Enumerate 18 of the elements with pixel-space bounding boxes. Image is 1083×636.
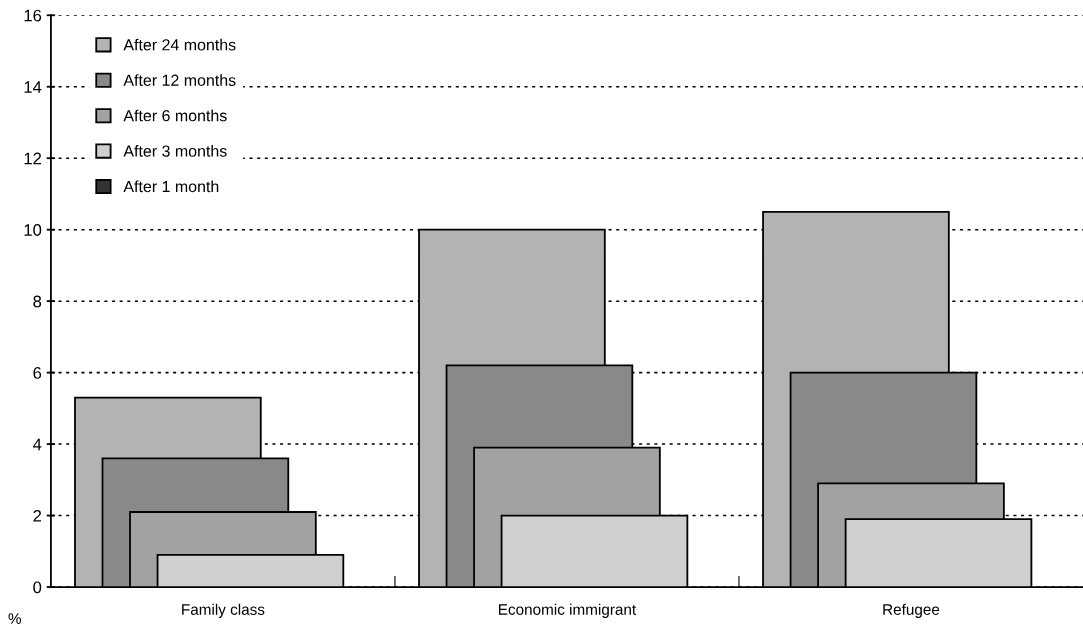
legend-label: After 3 months <box>123 145 227 157</box>
y-tick-label: 8 <box>33 295 42 308</box>
y-axis-title: % <box>8 613 22 624</box>
y-tick-label: 2 <box>33 509 42 522</box>
y-tick-label: 0 <box>33 581 42 594</box>
y-tick-label: 10 <box>24 224 42 236</box>
legend-label: After 24 months <box>123 38 236 51</box>
legend-label: After 6 months <box>123 109 227 122</box>
legend-label: After 12 months <box>123 74 236 86</box>
y-tick-label: 6 <box>33 367 42 379</box>
legend-label: After 1 month <box>123 180 219 193</box>
x-tick-label: Family class <box>182 603 265 618</box>
y-tick-label: 12 <box>24 152 42 165</box>
y-tick-label: 16 <box>24 9 42 22</box>
y-tick-label: 4 <box>32 438 42 451</box>
x-tick-label: Refugee <box>883 603 940 618</box>
x-tick-label: Economic immigrant <box>499 603 637 618</box>
y-tick-label: 14 <box>24 81 42 93</box>
